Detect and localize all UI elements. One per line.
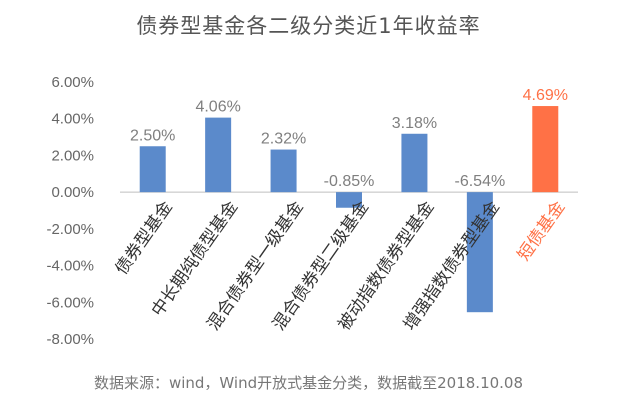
data-label: 4.06% [195,99,240,116]
bar [336,192,362,208]
data-labels: 2.50% 4.06% 2.32% -0.85% 3.18% -6.54% 4.69% [130,87,568,190]
bar [270,149,297,193]
bar [205,117,232,193]
y-tick-label: -8.00% [46,331,94,348]
bar [466,192,493,313]
y-tick-label: 6.00% [51,74,94,91]
y-tick-label: -6.00% [46,294,94,311]
data-label: -6.54% [455,173,506,190]
data-label: 2.32% [261,131,306,148]
data-label: 2.50% [130,127,175,144]
y-axis: 6.00% 4.00% 2.00% 0.00% -2.00% -4.00% -6.00% -8… [46,74,578,348]
y-tick-label: 0.00% [51,184,94,201]
y-tick-label: 4.00% [51,111,94,128]
bar [401,133,428,193]
y-tick-label: 2.00% [51,147,94,164]
y-tick-label: -4.00% [46,258,94,275]
data-label: 3.18% [392,115,437,132]
bars [139,106,559,313]
bar [532,106,559,193]
data-label: -0.85% [324,173,375,190]
category-label: 短债基金 [514,198,569,265]
chart-title: 债券型基金各二级分类近1年收益率 [136,14,481,38]
category-labels: 债券型基金中长期纯债型基金混合债券型一级基金混合债券型二级基金被动指数债券型基金… [112,198,570,335]
bar [139,146,166,193]
category-label: 债券型基金 [112,198,177,279]
source-note: 数据来源：wind，Wind开放式基金分类，数据截至2018.10.08 [93,374,524,392]
data-label: 4.69% [523,87,568,104]
y-tick-label: -2.00% [46,221,94,238]
